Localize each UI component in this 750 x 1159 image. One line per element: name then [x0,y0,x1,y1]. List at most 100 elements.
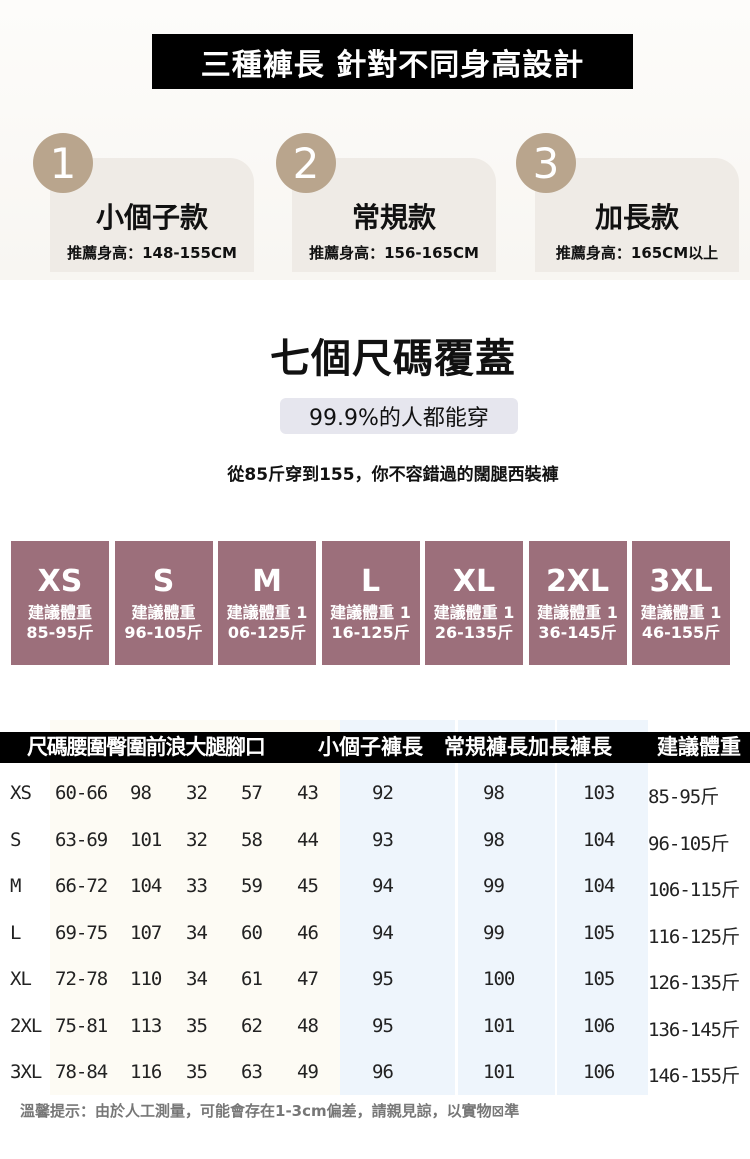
length-name: 加長款 [594,201,679,234]
column-highlight [340,720,455,1095]
table-cell: 92 [372,782,394,804]
size-weight: 建議體重 1 46-155斤 [640,603,722,642]
size-weight: 建議體重 1 16-125斤 [330,603,411,642]
header-regular-long-length: 常規褲長加長褲長 [444,735,612,759]
size-label: XL [452,564,496,599]
table-cell: 116-125斤 [648,925,740,948]
subtitle: 從85斤穿到155，你不容錯過的闊腿西裝褲 [227,465,559,485]
table-cell: 107 [130,921,162,944]
table-header [0,732,750,763]
table-cell: 99 [483,875,505,897]
table-cell: 95 [372,1014,394,1037]
size-weight: 建議體重 1 36-145斤 [537,603,618,642]
table-cell: 62 [241,1014,263,1037]
sizes-heading: 七個尺碼覆蓋 [270,336,516,382]
size-label: S [152,564,175,599]
table-cell: 98 [130,782,152,804]
size-card-m: M 建議體重 1 06-125斤 [218,541,316,665]
size-label: M [252,564,282,599]
table-cell: 113 [130,1014,162,1037]
table-cell: 116 [130,1061,162,1083]
size-card-l: L 建議體重 1 16-125斤 [321,541,420,665]
coverage-pill: 99.9%的人都能穿 [280,398,518,434]
recommended-height: 推薦身高：165CM以上 [555,244,719,262]
table-cell: 101 [130,828,162,851]
header-petite-length: 小個子褲長 [318,735,423,759]
table-cell: 104 [583,828,615,851]
table-cell: 63 [241,1061,263,1083]
table-cell: 104 [130,875,162,897]
table-cell: 103 [583,782,615,804]
size-weight: 建議體重 1 06-125斤 [226,603,308,642]
number-badge: 2 [276,133,336,193]
table-cell: XL [10,968,32,990]
table-cell: 94 [372,875,394,897]
table-cell: 105 [583,968,615,990]
table-cell: 95 [372,968,394,990]
table-cell: 94 [372,921,394,944]
table-cell: 46 [297,921,319,944]
table-cell: 101 [483,1061,515,1083]
length-card-long: 加長款 推薦身高：165CM以上 [535,158,739,272]
page-title: 三種褲長 針對不同身高設計 [152,34,633,89]
table-cell: 126-135斤 [648,972,740,994]
recommended-height: 推薦身高：148-155CM [67,244,237,262]
recommended-height: 推薦身高：156-165CM [309,244,479,262]
size-label: L [360,564,381,599]
size-label: 2XL [545,564,610,599]
table-cell: 2XL [10,1014,42,1037]
table-cell: 60 [241,921,263,944]
number-badge: 3 [516,133,576,193]
table-cell: 100 [483,968,515,990]
table-cell: 32 [186,828,208,851]
table-cell: 61 [241,968,263,990]
table-cell: 35 [186,1014,208,1037]
size-card-xs: XS 建議體重 85-95斤 [11,541,109,665]
size-card-s: S 建議體重 96-105斤 [114,541,213,665]
table-cell: 96 [372,1061,394,1083]
table-cell: 47 [297,968,319,990]
table-cell: 98 [483,782,505,804]
size-weight: 建議體重 1 26-135斤 [433,603,515,642]
size-weight: 建議體重 96-105斤 [124,603,203,642]
table-cell: 72-78 [55,968,108,990]
table-cell: 85-95斤 [648,786,719,808]
table-cell: 98 [483,828,505,851]
header-measurements: 尺碼腰圍臀圍前浪大腿腳口 [27,735,266,759]
table-cell: 33 [186,875,208,897]
table-cell: 136-145斤 [648,1018,740,1041]
table-cell: 146-155斤 [648,1065,740,1087]
table-cell: 105 [583,921,615,944]
table-cell: 106 [583,1061,615,1083]
table-cell: 106 [583,1014,615,1037]
length-name: 小個子款 [95,201,208,234]
length-card-regular: 常規款 推薦身高：156-165CM [292,158,496,272]
size-card-xl: XL 建議體重 1 26-135斤 [425,541,523,665]
table-cell: 43 [297,782,319,804]
table-cell: 101 [483,1014,515,1037]
table-cell: 57 [241,782,263,804]
table-cell: 99 [483,921,505,944]
table-cell: 110 [130,968,162,990]
size-label: 3XL [649,564,713,599]
header-weight: 建議體重 [657,735,741,759]
column-highlight [458,720,555,1095]
table-cell: S [10,828,21,851]
length-name: 常規款 [351,201,436,234]
table-cell: XS [10,782,32,804]
table-cell: 45 [297,875,319,897]
table-cell: 104 [583,875,615,897]
table-cell: 34 [186,921,208,944]
size-card-2xl: 2XL 建議體重 1 36-145斤 [528,541,627,665]
table-cell: 3XL [10,1061,42,1083]
size-label: XS [37,564,83,599]
table-cell: L [10,921,21,944]
table-cell: 44 [297,828,319,851]
size-card-3xl: 3XL 建議體重 1 46-155斤 [632,541,730,665]
table-cell: 35 [186,1061,208,1083]
size-weight: 建議體重 85-95斤 [26,603,94,642]
table-cell: 78-84 [55,1061,108,1083]
table-cell: 75-81 [55,1014,108,1037]
table-cell: 106-115斤 [648,879,740,901]
table-cell: 60-66 [55,782,108,804]
